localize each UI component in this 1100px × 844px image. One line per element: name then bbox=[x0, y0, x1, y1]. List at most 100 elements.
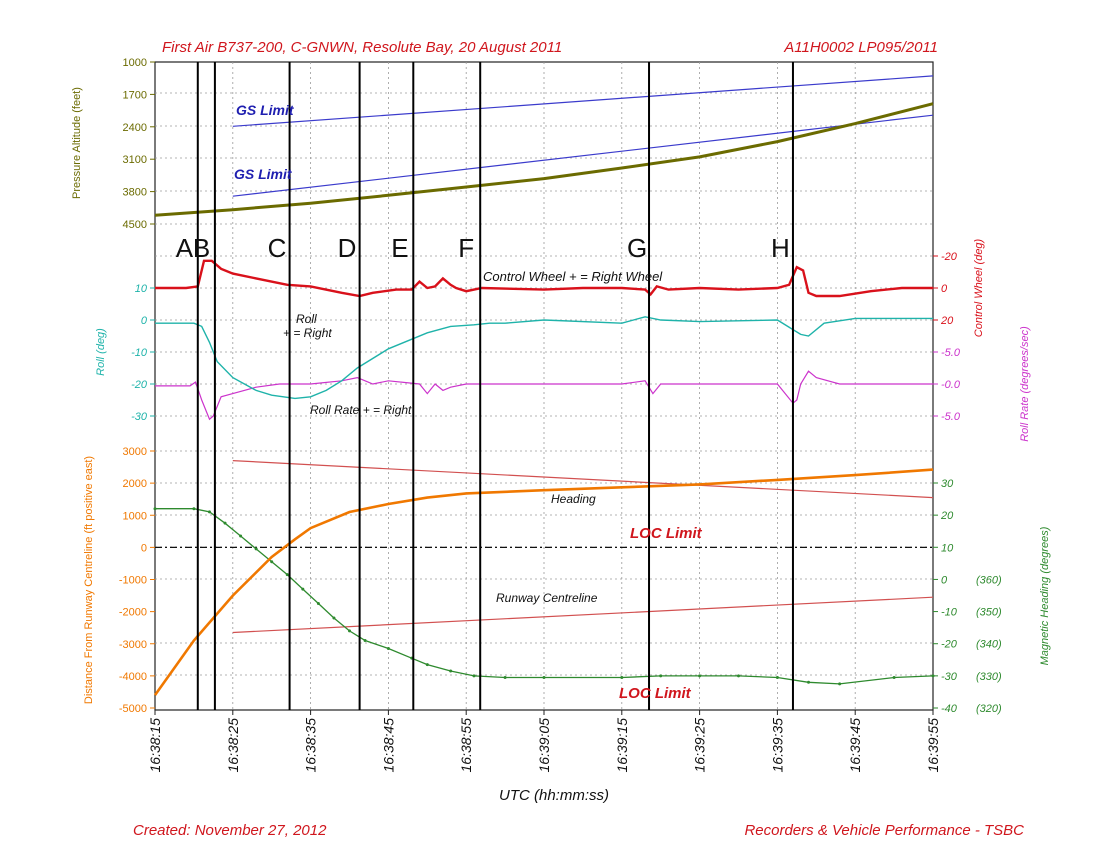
data-series bbox=[153, 102, 935, 696]
heading-point bbox=[542, 675, 546, 679]
altitude-axis-title: Pressure Altitude (feet) bbox=[71, 87, 83, 199]
heading-point bbox=[775, 675, 779, 679]
roll-axis-tick-label: -30 bbox=[131, 411, 148, 423]
heading-point bbox=[348, 629, 351, 633]
event-marker-label-f: F bbox=[458, 233, 474, 263]
control-wheel-annotation: Control Wheel + = Right Wheel bbox=[483, 269, 663, 284]
heading-point bbox=[363, 639, 367, 642]
control-wheel-line bbox=[155, 259, 933, 298]
distance-axis-tick-label: -5000 bbox=[119, 703, 147, 715]
loc-limit-left-label: LOC Limit bbox=[630, 525, 703, 542]
control-wheel-axis-tick-label: 20 bbox=[940, 315, 954, 327]
x-tick-label: 16:39:15 bbox=[614, 718, 630, 773]
heading-axis-tick-label: -30 bbox=[941, 671, 958, 683]
control-wheel-axis-tick-label: -20 bbox=[941, 251, 958, 263]
x-axis-title: UTC (hh:mm:ss) bbox=[499, 787, 609, 804]
heading-point bbox=[659, 674, 663, 678]
source-org: Recorders & Vehicle Performance - TSBC bbox=[744, 822, 1024, 839]
pressure-altitude-line bbox=[154, 102, 934, 217]
heading-point bbox=[737, 674, 740, 678]
x-tick-label: 16:39:25 bbox=[692, 718, 708, 773]
heading-point bbox=[386, 647, 390, 651]
y-axes: 1000 1700 2400 3100 3800 4500 -30 -20 -10 0 10 -500… bbox=[71, 57, 1051, 715]
altitude-axis-tick-label: 3800 bbox=[123, 187, 147, 199]
x-tick-label: 16:38:55 bbox=[458, 718, 474, 773]
heading-axis-tick-label: 20 bbox=[940, 510, 954, 522]
chart-title: First Air B737-200, C-GNWN, Resolute Bay… bbox=[162, 39, 562, 56]
created-date: Created: November 27, 2012 bbox=[133, 822, 327, 839]
heading-point bbox=[332, 616, 336, 620]
gs-limit-upper-line bbox=[232, 114, 934, 197]
distance-axis-tick-label: 2000 bbox=[123, 478, 147, 490]
x-tick-label: 16:38:45 bbox=[380, 718, 396, 773]
roll-axis-tick-label: -10 bbox=[131, 347, 148, 359]
altitude-axis-tick-label: 3100 bbox=[123, 154, 147, 166]
heading-point bbox=[425, 663, 429, 667]
heading-axis-tick-label: -40 bbox=[941, 703, 958, 715]
x-axis: 16:38:15 16:38:25 16:38:35 16:38:45 16:38:55… bbox=[147, 710, 941, 804]
heading-point bbox=[239, 534, 243, 538]
gs-limit-lower-line bbox=[232, 75, 934, 127]
heading-axis-tick-label: -20 bbox=[941, 639, 958, 651]
annotations: GS Limit GS Limit Control Wheel + = Right … bbox=[234, 102, 703, 702]
altitude-axis-tick-label: 1700 bbox=[123, 89, 147, 101]
heading-point bbox=[192, 507, 196, 511]
distance-axis-tick-label: -1000 bbox=[119, 575, 147, 587]
heading-secondary-tick-label: (350) bbox=[976, 607, 1002, 619]
roll-rate-axis-tick-label: -0.0 bbox=[941, 379, 961, 391]
roll-annotation: Roll bbox=[296, 312, 317, 326]
heading-point bbox=[223, 521, 227, 525]
heading-axis-title: Magnetic Heading (degrees) bbox=[1039, 526, 1051, 665]
heading-secondary-tick-label: (330) bbox=[976, 671, 1002, 683]
heading-point bbox=[449, 669, 453, 673]
heading-axis-tick-label: 10 bbox=[941, 542, 954, 554]
heading-point bbox=[807, 680, 811, 684]
distance-axis-title: Distance From Runway Centreline (ft posi… bbox=[83, 456, 95, 704]
heading-point bbox=[285, 573, 289, 577]
heading-axis-tick-label: -10 bbox=[941, 607, 958, 619]
heading-axis-tick-label: 30 bbox=[941, 478, 954, 490]
roll-line bbox=[155, 316, 933, 400]
altitude-axis-tick-label: 2400 bbox=[123, 122, 147, 134]
distance-axis-tick-label: -2000 bbox=[119, 607, 147, 619]
roll-sign-annotation: + = Right bbox=[283, 326, 332, 340]
event-marker-label-e: E bbox=[391, 233, 408, 263]
roll-rate-annotation: Roll Rate + = Right bbox=[310, 403, 412, 417]
heading-point bbox=[838, 682, 842, 686]
event-marker-label-h: H bbox=[771, 233, 790, 263]
altitude-axis-tick-label: 1000 bbox=[123, 57, 147, 69]
heading-point bbox=[207, 510, 211, 514]
distance-axis-tick-label: -3000 bbox=[119, 639, 147, 651]
heading-axis-tick-label: 0 bbox=[941, 574, 948, 586]
x-tick-label: 16:39:55 bbox=[925, 718, 941, 773]
heading-point bbox=[316, 602, 320, 606]
heading-point bbox=[892, 675, 896, 679]
event-marker-label-c: C bbox=[268, 233, 287, 263]
x-tick-label: 16:38:15 bbox=[147, 718, 163, 773]
x-tick-label: 16:38:35 bbox=[303, 718, 319, 773]
distance-axis-tick-label: 3000 bbox=[123, 446, 147, 458]
x-tick-label: 16:39:45 bbox=[847, 718, 863, 773]
heading-secondary-tick-label: (360) bbox=[976, 574, 1002, 586]
distance-axis-tick-label: 0 bbox=[141, 542, 147, 554]
x-tick-label: 16:39:35 bbox=[769, 718, 785, 773]
loc-limit-left-line bbox=[232, 596, 934, 634]
heading-point bbox=[254, 547, 258, 551]
heading-point bbox=[503, 675, 507, 679]
heading-point bbox=[620, 675, 624, 679]
limit-lines bbox=[155, 75, 934, 634]
roll-axis-tick-label: 10 bbox=[135, 283, 148, 295]
event-marker-label-a: A bbox=[176, 233, 194, 263]
heading-point bbox=[153, 507, 157, 511]
event-marker-label-d: D bbox=[338, 233, 357, 263]
altitude-axis-tick-label: 4500 bbox=[123, 219, 147, 231]
roll-axis-tick-label: -20 bbox=[131, 379, 148, 391]
roll-rate-axis-tick-label: -5.0 bbox=[941, 411, 961, 423]
gs-limit-upper-label: GS Limit bbox=[236, 102, 295, 118]
heading-point bbox=[698, 674, 702, 678]
heading-point bbox=[472, 674, 476, 678]
heading-secondary-tick-label: (320) bbox=[976, 703, 1002, 715]
x-tick-label: 16:39:05 bbox=[536, 718, 552, 773]
roll-rate-axis-title: Roll Rate (degrees/sec) bbox=[1019, 326, 1031, 442]
